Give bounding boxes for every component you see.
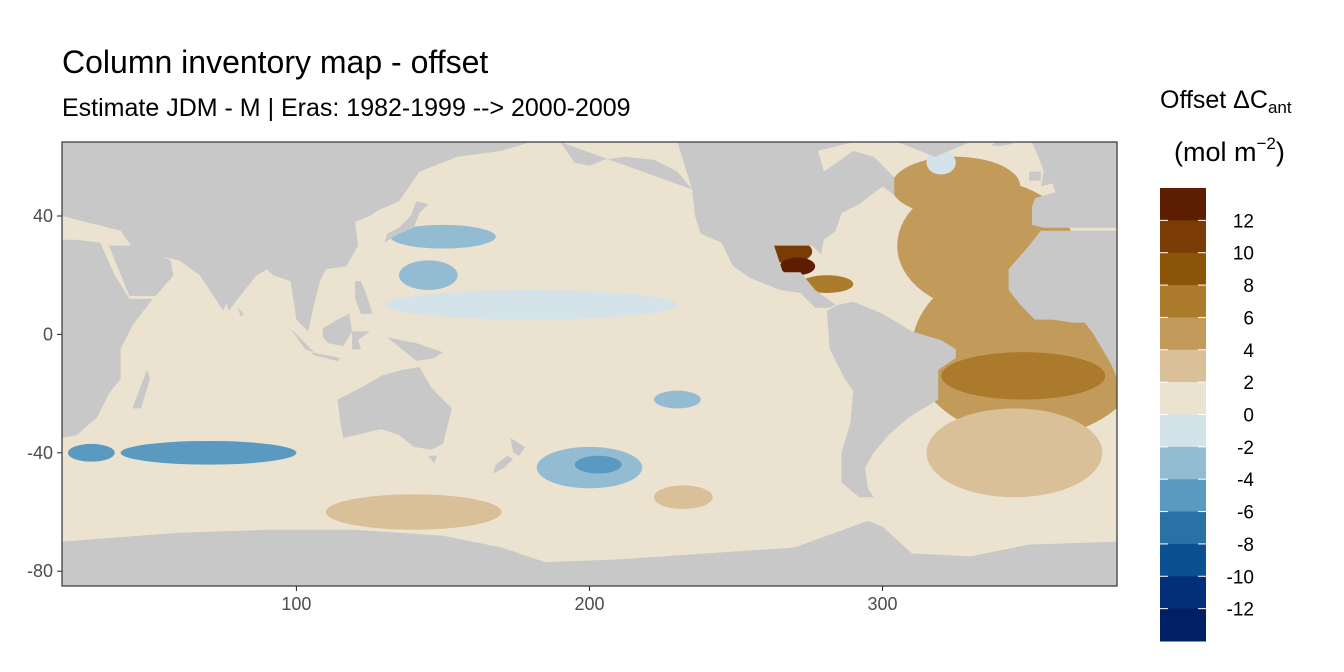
legend-label: 2 bbox=[1243, 373, 1254, 394]
offset-anomaly-6 bbox=[891, 156, 1021, 216]
legend-color-bin bbox=[1160, 479, 1206, 513]
legend-title-subscript: ant bbox=[1267, 98, 1292, 117]
legend-label: -10 bbox=[1227, 567, 1254, 588]
land-uk bbox=[1040, 162, 1053, 187]
legend-color-bin bbox=[1160, 543, 1206, 577]
land-north-america bbox=[677, 142, 895, 308]
legend-label: -6 bbox=[1237, 503, 1254, 524]
legend-unit-superscript: −2 bbox=[1256, 134, 1276, 153]
offset-anomaly-16 bbox=[653, 485, 713, 510]
land-layer bbox=[62, 142, 1117, 586]
land-tasmania bbox=[428, 455, 438, 464]
legend-unit: (mol m−2) bbox=[1174, 134, 1285, 168]
land-java bbox=[311, 352, 341, 361]
land-antarctica bbox=[62, 520, 1117, 586]
land-iceland bbox=[991, 142, 1015, 147]
land-sulawesi bbox=[352, 331, 370, 350]
legend-label: 0 bbox=[1243, 406, 1254, 427]
offset-anomaly-19 bbox=[384, 290, 678, 320]
legend-color-bin bbox=[1160, 382, 1206, 415]
legend-colorbar: 12 10 8 6 4 2 0 -2 -4 -6 -8 -10 -12 bbox=[1160, 188, 1254, 642]
offset-anomaly-10 bbox=[120, 440, 297, 465]
offset-anomaly-9 bbox=[574, 455, 622, 474]
legend-unit-close: ) bbox=[1275, 137, 1285, 167]
legend-label: -4 bbox=[1237, 470, 1254, 491]
offset-anomaly-15 bbox=[325, 494, 502, 530]
land-greenland bbox=[897, 142, 971, 157]
legend-label: 8 bbox=[1243, 276, 1254, 297]
y-tick-label: 0 bbox=[43, 324, 53, 344]
legend-color-bin bbox=[1160, 220, 1206, 254]
legend-color-bin bbox=[1160, 414, 1206, 448]
legend-color-bin bbox=[1160, 188, 1206, 221]
offset-anomaly-11 bbox=[67, 443, 115, 462]
offset-anomaly-1 bbox=[779, 257, 816, 276]
offset-anomaly-14 bbox=[653, 390, 701, 409]
land-japan bbox=[384, 201, 429, 243]
legend-color-bin bbox=[1160, 285, 1206, 318]
x-tick-label: 200 bbox=[574, 594, 604, 614]
land-sri-lanka bbox=[237, 307, 244, 317]
legend-color-bin bbox=[1160, 608, 1206, 642]
legend-label: 6 bbox=[1243, 308, 1254, 329]
legend-color-bin bbox=[1160, 576, 1206, 610]
legend-color-bin bbox=[1160, 349, 1206, 383]
land-new-guinea bbox=[387, 337, 443, 361]
land-africa bbox=[62, 224, 153, 438]
land-alaska bbox=[560, 142, 693, 190]
legend-color-bin bbox=[1160, 317, 1206, 351]
legend-label: 4 bbox=[1243, 341, 1254, 362]
legend-label: -12 bbox=[1227, 600, 1254, 621]
chart-subtitle: Estimate JDM - M | Eras: 1982-1999 --> 2… bbox=[62, 94, 631, 122]
land-new-zealand-north bbox=[510, 438, 525, 456]
offset-anomaly-7 bbox=[926, 408, 1103, 498]
land-sumatra bbox=[281, 319, 314, 353]
legend-color-bin bbox=[1160, 446, 1206, 480]
offset-anomaly-13 bbox=[399, 260, 458, 291]
land-europe bbox=[1032, 142, 1117, 228]
land-new-zealand-south bbox=[492, 455, 514, 474]
land-philippines bbox=[355, 281, 373, 314]
land-arabia bbox=[108, 245, 174, 296]
land-ireland bbox=[1029, 171, 1041, 181]
map-panel bbox=[61, 141, 1118, 587]
legend-title-main: Offset ΔC bbox=[1160, 86, 1268, 114]
x-tick-label: 100 bbox=[281, 594, 311, 614]
land-asia bbox=[62, 142, 531, 332]
offset-anomaly-4 bbox=[941, 352, 1106, 400]
y-tick-label: 40 bbox=[33, 206, 53, 226]
legend-color-bin bbox=[1160, 511, 1206, 545]
land-south-america bbox=[826, 301, 956, 498]
chart-title: Column inventory map - offset bbox=[62, 44, 489, 80]
legend-unit-open: (mol m bbox=[1174, 137, 1257, 167]
y-tick-label: -80 bbox=[27, 561, 53, 581]
land-australia bbox=[337, 367, 452, 450]
legend-label: 12 bbox=[1233, 211, 1254, 232]
x-tick-label: 300 bbox=[868, 594, 898, 614]
legend-label: -8 bbox=[1237, 535, 1254, 556]
legend-label: -2 bbox=[1237, 438, 1254, 459]
y-tick-label: -40 bbox=[27, 443, 53, 463]
legend-title: Offset ΔCant bbox=[1160, 86, 1292, 118]
offset-anomaly-18 bbox=[926, 150, 956, 175]
land-madagascar bbox=[132, 369, 150, 409]
land-india bbox=[196, 251, 273, 311]
legend-color-bin bbox=[1160, 252, 1206, 286]
legend-label: 10 bbox=[1233, 244, 1254, 265]
land-borneo bbox=[322, 313, 353, 347]
offset-anomaly-12 bbox=[390, 224, 496, 249]
land-west-africa bbox=[1008, 230, 1117, 379]
